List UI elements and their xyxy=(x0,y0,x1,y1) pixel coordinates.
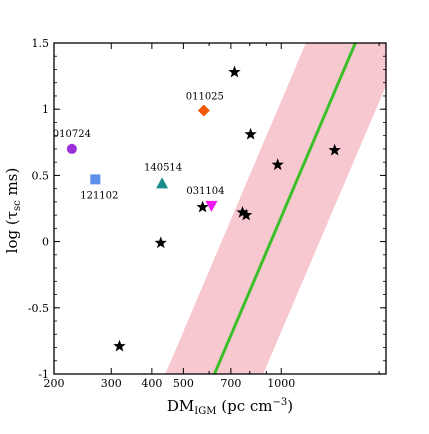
x-tick-label: 300 xyxy=(101,377,122,390)
plot-frame xyxy=(53,42,387,375)
confidence-band xyxy=(165,43,386,374)
marker-031104 xyxy=(205,200,218,212)
x-axis-label: DMIGM (pc cm−3) xyxy=(167,397,293,417)
axes-layer: 200 300 400 500 700 1000 1.5 1 0.5 0 -0.5 -1 DMIGM (… xyxy=(3,37,387,417)
x-tick-label: 500 xyxy=(173,377,194,390)
y-tick-label: 0 xyxy=(42,236,49,249)
y-axis-label: log (τsc ms) xyxy=(3,168,23,254)
x-tick-label: 200 xyxy=(44,377,65,390)
point-label-121102: 121102 xyxy=(80,190,118,201)
marker-121102 xyxy=(90,174,101,185)
marker-010724 xyxy=(66,143,77,154)
x-tick-label: 1000 xyxy=(267,377,295,390)
star-point xyxy=(113,339,126,352)
y-tick-label: 0.5 xyxy=(32,169,50,182)
fit-line xyxy=(213,43,357,374)
fit-line-layer xyxy=(213,43,357,374)
point-label-010724: 010724 xyxy=(53,129,91,140)
marker-140514 xyxy=(156,177,169,189)
labels-layer: 010724 121102 140514 011025 031104 xyxy=(53,92,225,202)
y-tick-label: 1 xyxy=(42,103,49,116)
star-point xyxy=(236,205,249,218)
star-point xyxy=(228,65,241,78)
star-point xyxy=(271,158,284,171)
x-tick-label: 400 xyxy=(141,377,162,390)
points-layer xyxy=(66,65,341,352)
star-point xyxy=(196,200,209,213)
y-tick-label: -0.5 xyxy=(28,302,49,315)
star-point xyxy=(154,236,167,249)
star-point xyxy=(239,208,253,221)
point-label-031104: 031104 xyxy=(186,186,224,197)
point-label-140514: 140514 xyxy=(144,162,182,173)
band-layer xyxy=(165,43,386,374)
y-tick-label: -1 xyxy=(38,368,49,381)
point-label-011025: 011025 xyxy=(186,92,224,103)
x-tick-label: 700 xyxy=(220,377,241,390)
marker-011025 xyxy=(197,104,210,117)
y-tick-label: 1.5 xyxy=(32,37,50,50)
star-point xyxy=(244,127,257,140)
star-point xyxy=(328,143,341,156)
